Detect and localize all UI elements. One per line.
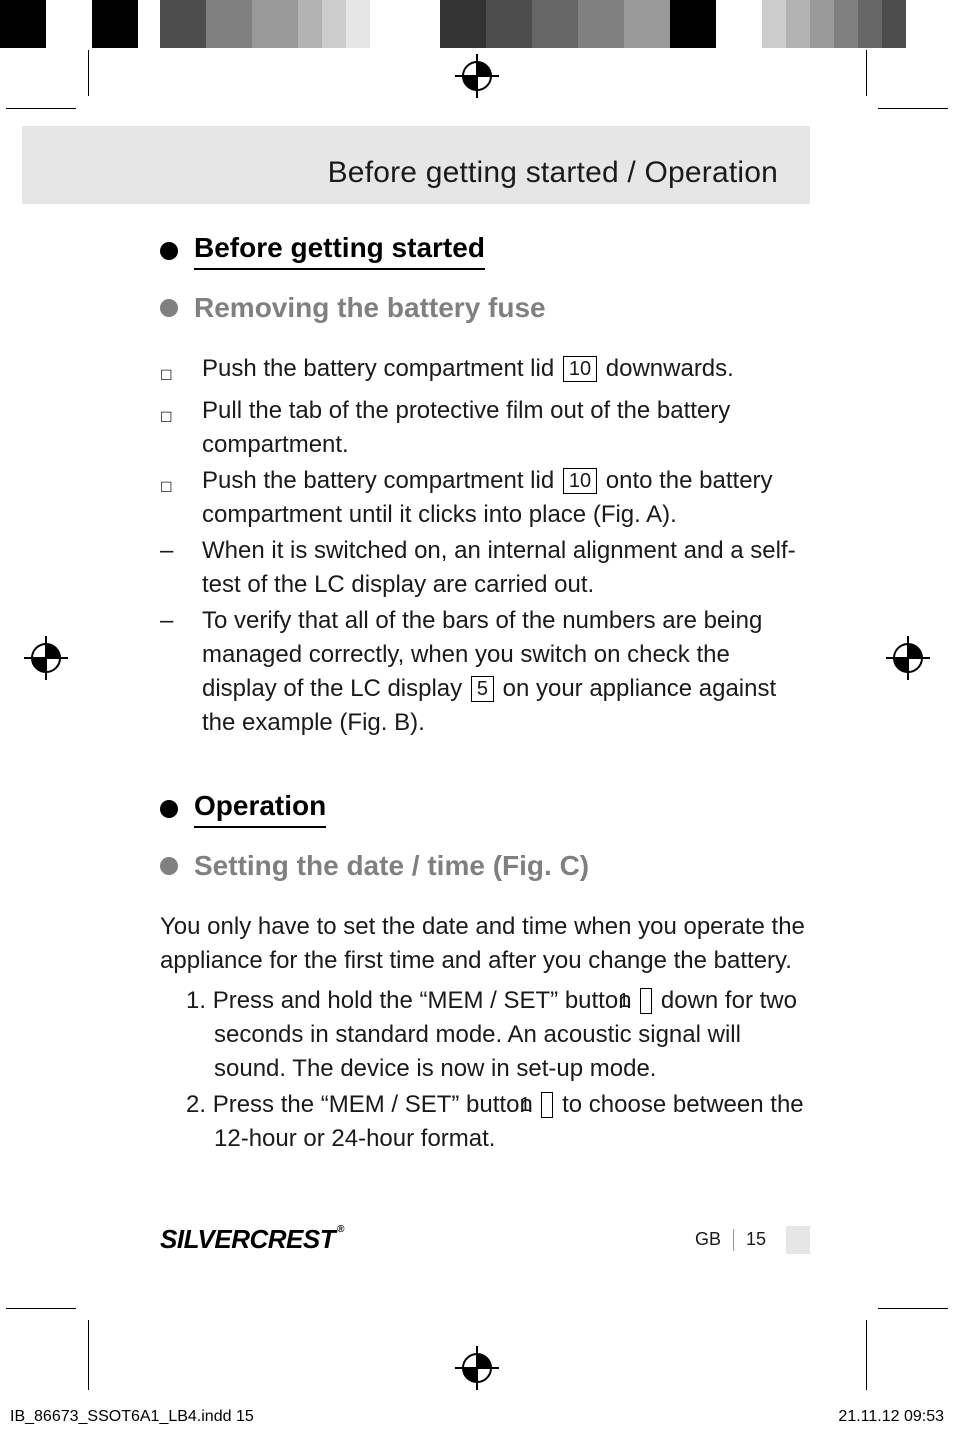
crop-mark	[866, 1320, 867, 1390]
heading-text: Operation	[194, 790, 326, 828]
heading-before-getting-started: Before getting started	[160, 232, 810, 270]
separator	[733, 1229, 734, 1251]
reference-number-box: 1	[541, 1092, 553, 1118]
color-swatch	[578, 0, 624, 48]
imprint-line: IB_86673_SSOT6A1_LB4.indd 15 21.11.12 09…	[10, 1408, 944, 1426]
registration-mark-bottom	[455, 1346, 499, 1390]
language-code: GB	[695, 1229, 721, 1250]
color-swatch	[346, 0, 370, 48]
reference-number-box: 5	[471, 676, 494, 702]
list-item: –When it is switched on, an internal ali…	[160, 534, 810, 602]
reference-number-box: 10	[563, 468, 597, 494]
imprint-date: 21.11.12 09:53	[838, 1408, 944, 1426]
checkbox-marker: ☐	[160, 352, 202, 392]
reference-number-box: 10	[563, 356, 597, 382]
step-list-1: ☐Push the battery compartment lid 10 dow…	[160, 352, 810, 740]
color-swatch	[92, 0, 138, 48]
list-item: –To verify that all of the bars of the n…	[160, 604, 810, 740]
subheading-text: Setting the date / time (Fig. C)	[194, 850, 589, 882]
color-swatch	[716, 0, 762, 48]
crop-mark	[88, 50, 89, 96]
registration-mark-top	[455, 54, 499, 98]
header-band: Before getting started / Operation	[22, 126, 810, 204]
heading-operation: Operation	[160, 790, 810, 828]
page-number: 15	[746, 1229, 766, 1250]
reference-number-box: 1	[640, 988, 652, 1014]
bullet-icon	[160, 299, 178, 317]
color-swatch	[532, 0, 578, 48]
color-swatch	[810, 0, 834, 48]
list-item-text: Pull the tab of the protective film out …	[202, 394, 810, 462]
color-swatch	[486, 0, 532, 48]
color-swatch	[762, 0, 786, 48]
content-area: Before getting started Removing the batt…	[160, 226, 810, 1158]
heading-text: Before getting started	[194, 232, 485, 270]
color-swatch	[322, 0, 346, 48]
registered-mark: ®	[337, 1224, 344, 1235]
bullet-icon	[160, 242, 178, 260]
page-footer: SILVERCREST® GB 15	[160, 1224, 810, 1255]
crop-mark	[6, 108, 76, 109]
intro-paragraph: You only have to set the date and time w…	[160, 910, 810, 978]
color-swatch	[670, 0, 716, 48]
color-swatch	[160, 0, 206, 48]
brand-part-1: SILVER	[160, 1224, 249, 1254]
brand-part-2: CREST	[249, 1224, 335, 1254]
list-item-text: Push the battery compartment lid 10 onto…	[202, 464, 810, 532]
crop-mark	[6, 1308, 76, 1309]
color-swatch	[206, 0, 252, 48]
color-swatch	[138, 0, 160, 48]
brand-logo: SILVERCREST®	[160, 1224, 344, 1255]
list-item: 1. Press and hold the “MEM / SET” button…	[186, 984, 810, 1086]
list-item: 2. Press the “MEM / SET” button 1 to cho…	[186, 1088, 810, 1156]
color-swatch	[858, 0, 882, 48]
bullet-icon	[160, 800, 178, 818]
crop-mark	[878, 108, 948, 109]
checkbox-marker: ☐	[160, 464, 202, 532]
imprint-file: IB_86673_SSOT6A1_LB4.indd 15	[10, 1408, 254, 1426]
crop-mark	[878, 1308, 948, 1309]
color-swatch	[834, 0, 858, 48]
color-swatch	[46, 0, 92, 48]
subheading-text: Removing the battery fuse	[194, 292, 546, 324]
page-number-block: GB 15	[695, 1226, 810, 1254]
color-swatch	[0, 0, 46, 48]
color-swatch	[624, 0, 670, 48]
list-item: ☐Pull the tab of the protective film out…	[160, 394, 810, 462]
color-swatch	[786, 0, 810, 48]
color-swatch	[440, 0, 486, 48]
list-item-text: Push the battery compartment lid 10 down…	[202, 352, 810, 392]
header-title: Before getting started / Operation	[328, 156, 778, 190]
list-item: ☐Push the battery compartment lid 10 ont…	[160, 464, 810, 532]
color-swatch	[882, 0, 906, 48]
color-swatch	[252, 0, 298, 48]
bullet-icon	[160, 857, 178, 875]
registration-mark-left	[24, 636, 68, 680]
list-item: ☐Push the battery compartment lid 10 dow…	[160, 352, 810, 392]
checkbox-marker: ☐	[160, 394, 202, 462]
subheading-setting-date-time: Setting the date / time (Fig. C)	[160, 850, 810, 882]
dash-marker: –	[160, 604, 202, 740]
color-swatch	[416, 0, 440, 48]
crop-mark	[866, 50, 867, 96]
list-item-text: To verify that all of the bars of the nu…	[202, 604, 810, 740]
list-item-text: When it is switched on, an internal alig…	[202, 534, 810, 602]
page-tab	[786, 1226, 810, 1254]
crop-mark	[88, 1320, 89, 1390]
registration-mark-right	[886, 636, 930, 680]
printer-color-bar	[0, 0, 954, 48]
color-swatch	[298, 0, 322, 48]
color-swatch	[370, 0, 416, 48]
dash-marker: –	[160, 534, 202, 602]
numbered-step-list: 1. Press and hold the “MEM / SET” button…	[160, 984, 810, 1156]
subheading-removing-battery-fuse: Removing the battery fuse	[160, 292, 810, 324]
